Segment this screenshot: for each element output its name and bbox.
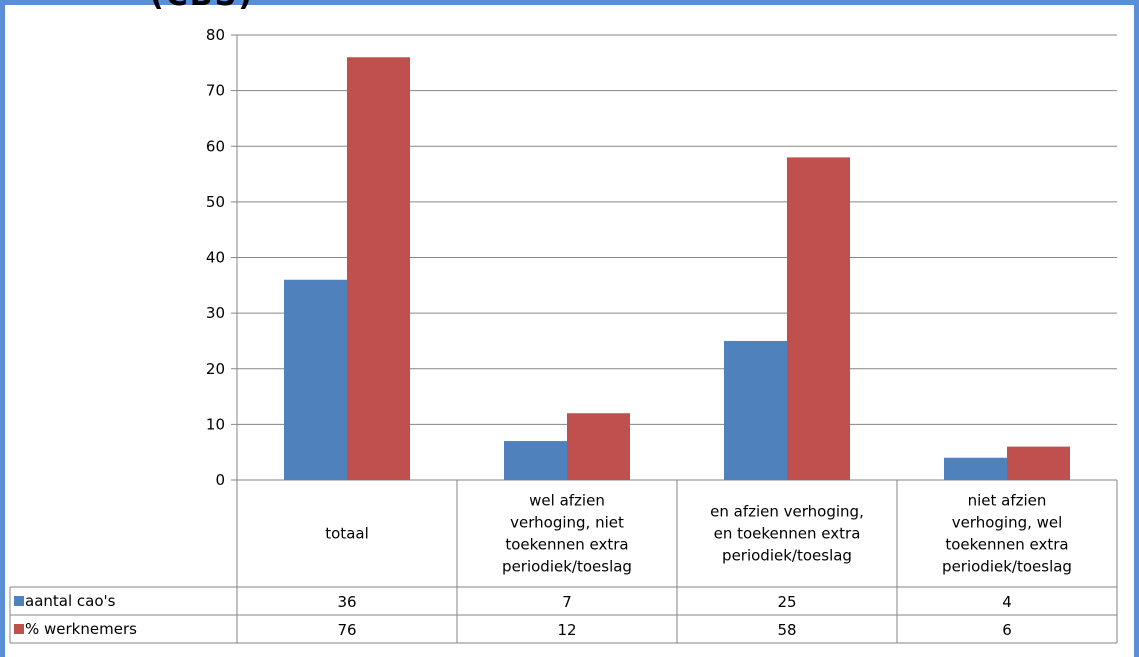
y-tick-label: 30	[206, 304, 225, 322]
y-tick-label: 70	[206, 82, 225, 100]
bar-aantal-caos	[504, 441, 567, 480]
legend-key	[14, 596, 24, 606]
category-label-line: periodiek/toeslag	[502, 558, 632, 576]
category-label-line: periodiek/toeslag	[942, 558, 1072, 576]
bar-werknemers	[1007, 446, 1070, 480]
y-tick-label: 60	[206, 137, 225, 155]
table-value: 25	[777, 593, 796, 611]
category-label: niet afzien verhoging, wel toekennen extra…	[942, 492, 1072, 576]
bar-werknemers	[787, 157, 850, 480]
table-value: 7	[562, 593, 572, 611]
category-label-line: toekennen extra	[945, 536, 1068, 554]
y-tick-label: 40	[206, 249, 225, 267]
category-label-line: verhoging, wel	[952, 514, 1063, 532]
bar-werknemers	[567, 413, 630, 480]
y-tick-label: 10	[206, 415, 225, 433]
legend-key	[14, 624, 24, 634]
category-label-line: niet afzien	[968, 492, 1047, 510]
y-tick-label: 50	[206, 193, 225, 211]
table-value: 6	[1002, 621, 1012, 639]
table-value: 4	[1002, 593, 1012, 611]
y-tick-label: 0	[215, 471, 225, 489]
y-tick-label: 20	[206, 360, 225, 378]
category-label-line: en toekennen extra	[714, 525, 861, 543]
category-label-line: en afzien verhoging,	[710, 503, 864, 521]
table-value: 36	[337, 593, 356, 611]
title-fragment: (CBS)	[150, 0, 254, 13]
bar-werknemers	[347, 57, 410, 480]
legend-label: % werknemers	[25, 620, 137, 638]
y-tick-label: 80	[206, 26, 225, 44]
bar-aantal-caos	[284, 279, 347, 480]
table-value: 76	[337, 621, 356, 639]
category-label-line: wel afzien	[529, 492, 605, 510]
category-label: totaal	[325, 525, 369, 543]
category-label-line: periodiek/toeslag	[722, 547, 852, 565]
bar-aantal-caos	[724, 340, 787, 480]
category-label-line: toekennen extra	[505, 536, 628, 554]
table-value: 58	[777, 621, 796, 639]
legend-label: aantal cao's	[25, 592, 116, 610]
category-label-line: verhoging, niet	[510, 514, 624, 532]
category-label-line: totaal	[325, 525, 369, 543]
table-value: 12	[557, 621, 576, 639]
category-label: wel afzien verhoging, niet toekennen extra…	[502, 492, 632, 576]
bar-aantal-caos	[944, 457, 1007, 480]
category-label: en afzien verhoging, en toekennen extra pe…	[710, 503, 864, 565]
